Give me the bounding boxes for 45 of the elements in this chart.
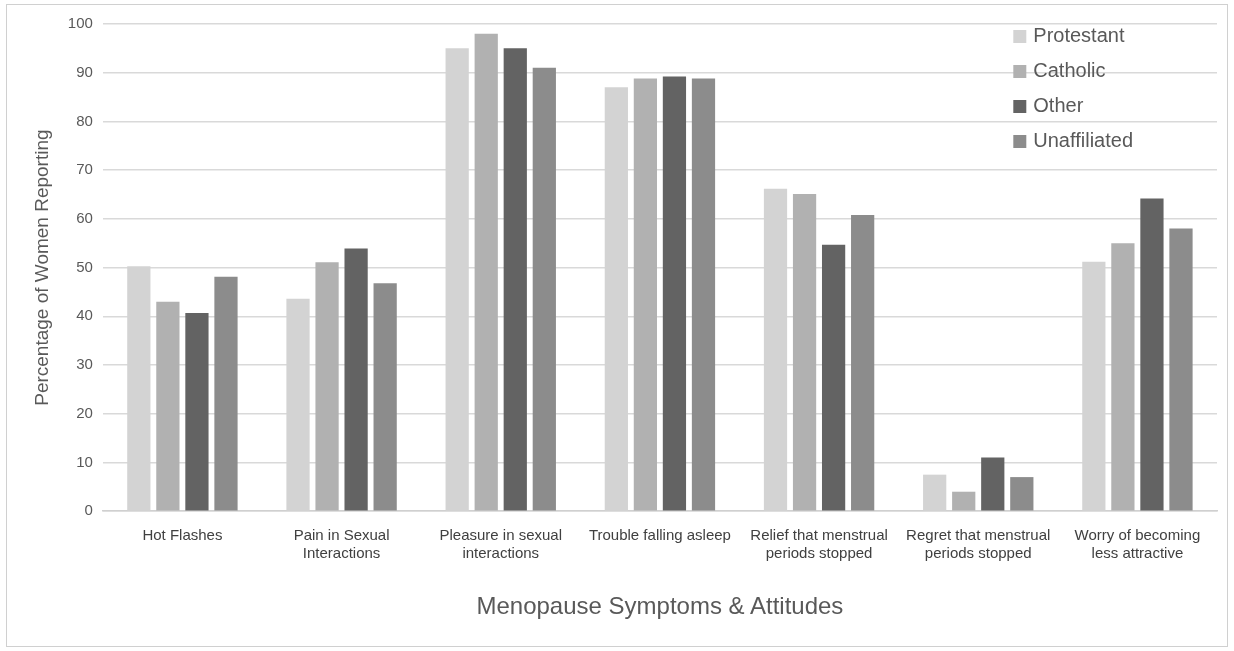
y-tick-label: 50: [76, 257, 93, 275]
bar: [315, 262, 339, 511]
bar: [981, 457, 1005, 511]
y-tick-label: 0: [84, 501, 93, 519]
x-tick-label: Relief that menstrual periods stopped: [750, 526, 888, 562]
y-tick-label: 70: [76, 160, 93, 178]
bar: [1010, 477, 1034, 511]
legend-label: Unaffiliated: [1033, 128, 1134, 151]
legend-label: Catholic: [1033, 58, 1106, 81]
bar: [185, 312, 209, 511]
y-tick-label: 100: [67, 14, 93, 32]
y-tick-label: 20: [76, 403, 93, 421]
x-tick-label: Worry of becoming less attractive: [1074, 526, 1201, 562]
bar: [1169, 228, 1193, 511]
bar: [792, 194, 817, 511]
y-axis-title: Percentage of Women Reporting: [30, 129, 52, 406]
bar: [952, 491, 976, 511]
y-tick-label: 30: [76, 355, 93, 373]
x-axis-title: Menopause Symptoms & Attitudes: [476, 592, 844, 620]
legend-label: Protestant: [1033, 23, 1125, 46]
y-tick-label: 80: [76, 111, 93, 129]
bar: [214, 276, 238, 511]
y-tick-label: 90: [76, 62, 93, 80]
bar: [1140, 198, 1164, 511]
x-tick-label: Pain in Sexual Interactions: [293, 526, 390, 562]
x-tick-label: Pleasure in sexual interactions: [439, 526, 563, 562]
bar: [851, 214, 875, 511]
bar: [532, 67, 556, 511]
y-tick-label: 60: [76, 209, 93, 227]
bar: [691, 78, 716, 511]
y-tick-label: 40: [76, 306, 93, 324]
bar: [156, 301, 180, 511]
x-tick-label: Regret that menstrual periods stopped: [906, 526, 1051, 562]
bar: [1111, 243, 1135, 511]
bar: [821, 244, 846, 511]
y-tick-label: 10: [76, 452, 93, 470]
bar: [503, 48, 527, 511]
x-tick-label: Trouble falling asleep: [588, 526, 731, 544]
bar: [662, 76, 687, 511]
legend-label: Other: [1033, 93, 1084, 116]
bar: [344, 248, 368, 511]
bar: [373, 283, 397, 511]
bar: [474, 33, 498, 511]
x-tick-label: Hot Flashes: [142, 526, 223, 544]
bar: [633, 78, 658, 511]
